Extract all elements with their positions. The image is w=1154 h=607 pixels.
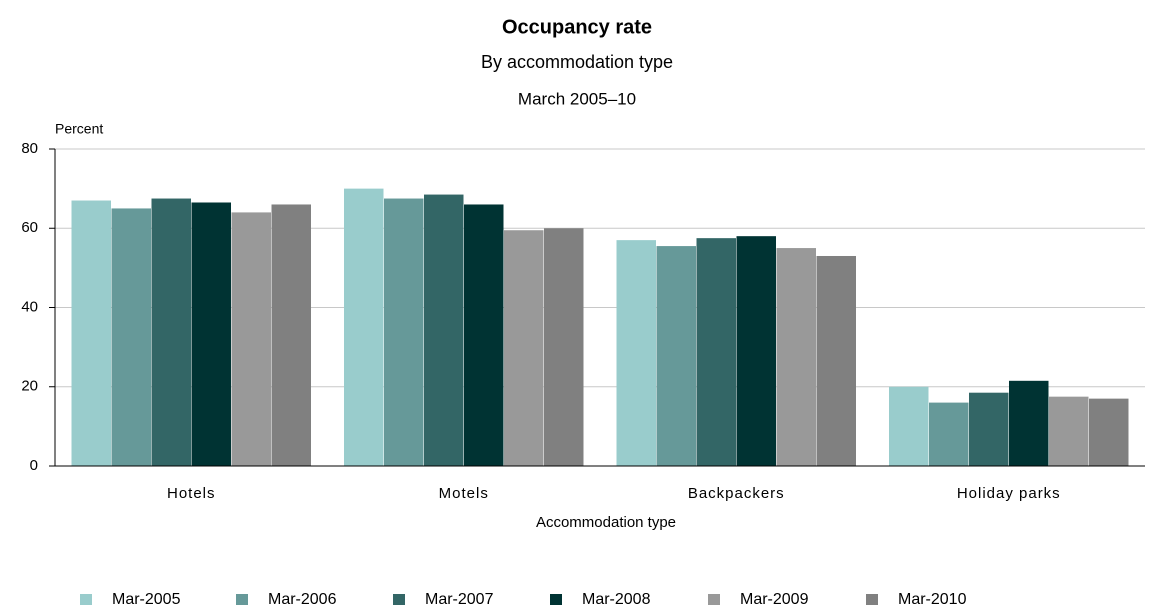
y-tick-label: 60	[21, 219, 38, 236]
bar	[464, 204, 504, 466]
bar	[504, 230, 544, 466]
y-tick-label: 20	[21, 378, 38, 395]
chart-subtitle: By accommodation type	[481, 52, 673, 72]
x-tick-label: Hotels	[167, 485, 216, 502]
legend-label: Mar-2005	[112, 591, 181, 607]
bar	[384, 198, 424, 466]
bar	[231, 212, 271, 466]
legend-label: Mar-2009	[740, 591, 809, 607]
plot-area	[55, 148, 1145, 466]
bar	[1049, 396, 1089, 466]
y-axis-title: Percent	[55, 121, 103, 137]
bar	[544, 228, 584, 466]
bar	[889, 386, 929, 466]
legend-swatch	[236, 594, 248, 605]
legend-swatch	[866, 594, 878, 605]
bar	[656, 246, 696, 466]
legend-swatch	[708, 594, 720, 605]
bar	[71, 200, 111, 466]
x-axis-title: Accommodation type	[536, 514, 676, 531]
legend-swatch	[80, 594, 92, 605]
y-tick-label: 0	[30, 457, 38, 474]
x-tick-label: Backpackers	[688, 485, 785, 502]
bar	[969, 392, 1009, 466]
bar	[151, 198, 191, 466]
bar	[271, 204, 311, 466]
bar	[696, 238, 736, 466]
y-tick-label: 80	[21, 140, 38, 157]
legend-label: Mar-2007	[425, 591, 494, 607]
chart-title: Occupancy rate	[502, 16, 652, 38]
bar	[111, 208, 151, 466]
bar	[344, 188, 384, 466]
y-tick-label: 40	[21, 298, 38, 315]
bar	[191, 202, 231, 466]
bar	[1009, 380, 1049, 466]
legend-label: Mar-2010	[898, 591, 967, 607]
legend-swatch	[393, 594, 405, 605]
x-tick-label: Motels	[439, 485, 489, 502]
bar	[1089, 398, 1129, 466]
legend-swatch	[550, 594, 562, 605]
legend-label: Mar-2008	[582, 591, 651, 607]
bar	[776, 248, 816, 466]
x-tick-label: Holiday parks	[957, 485, 1061, 502]
bar	[616, 240, 656, 466]
bar	[424, 194, 464, 466]
bar	[929, 402, 969, 466]
bar	[816, 255, 856, 466]
legend-label: Mar-2006	[268, 591, 337, 607]
bar	[736, 236, 776, 466]
chart-subtitle: March 2005–10	[518, 89, 636, 108]
